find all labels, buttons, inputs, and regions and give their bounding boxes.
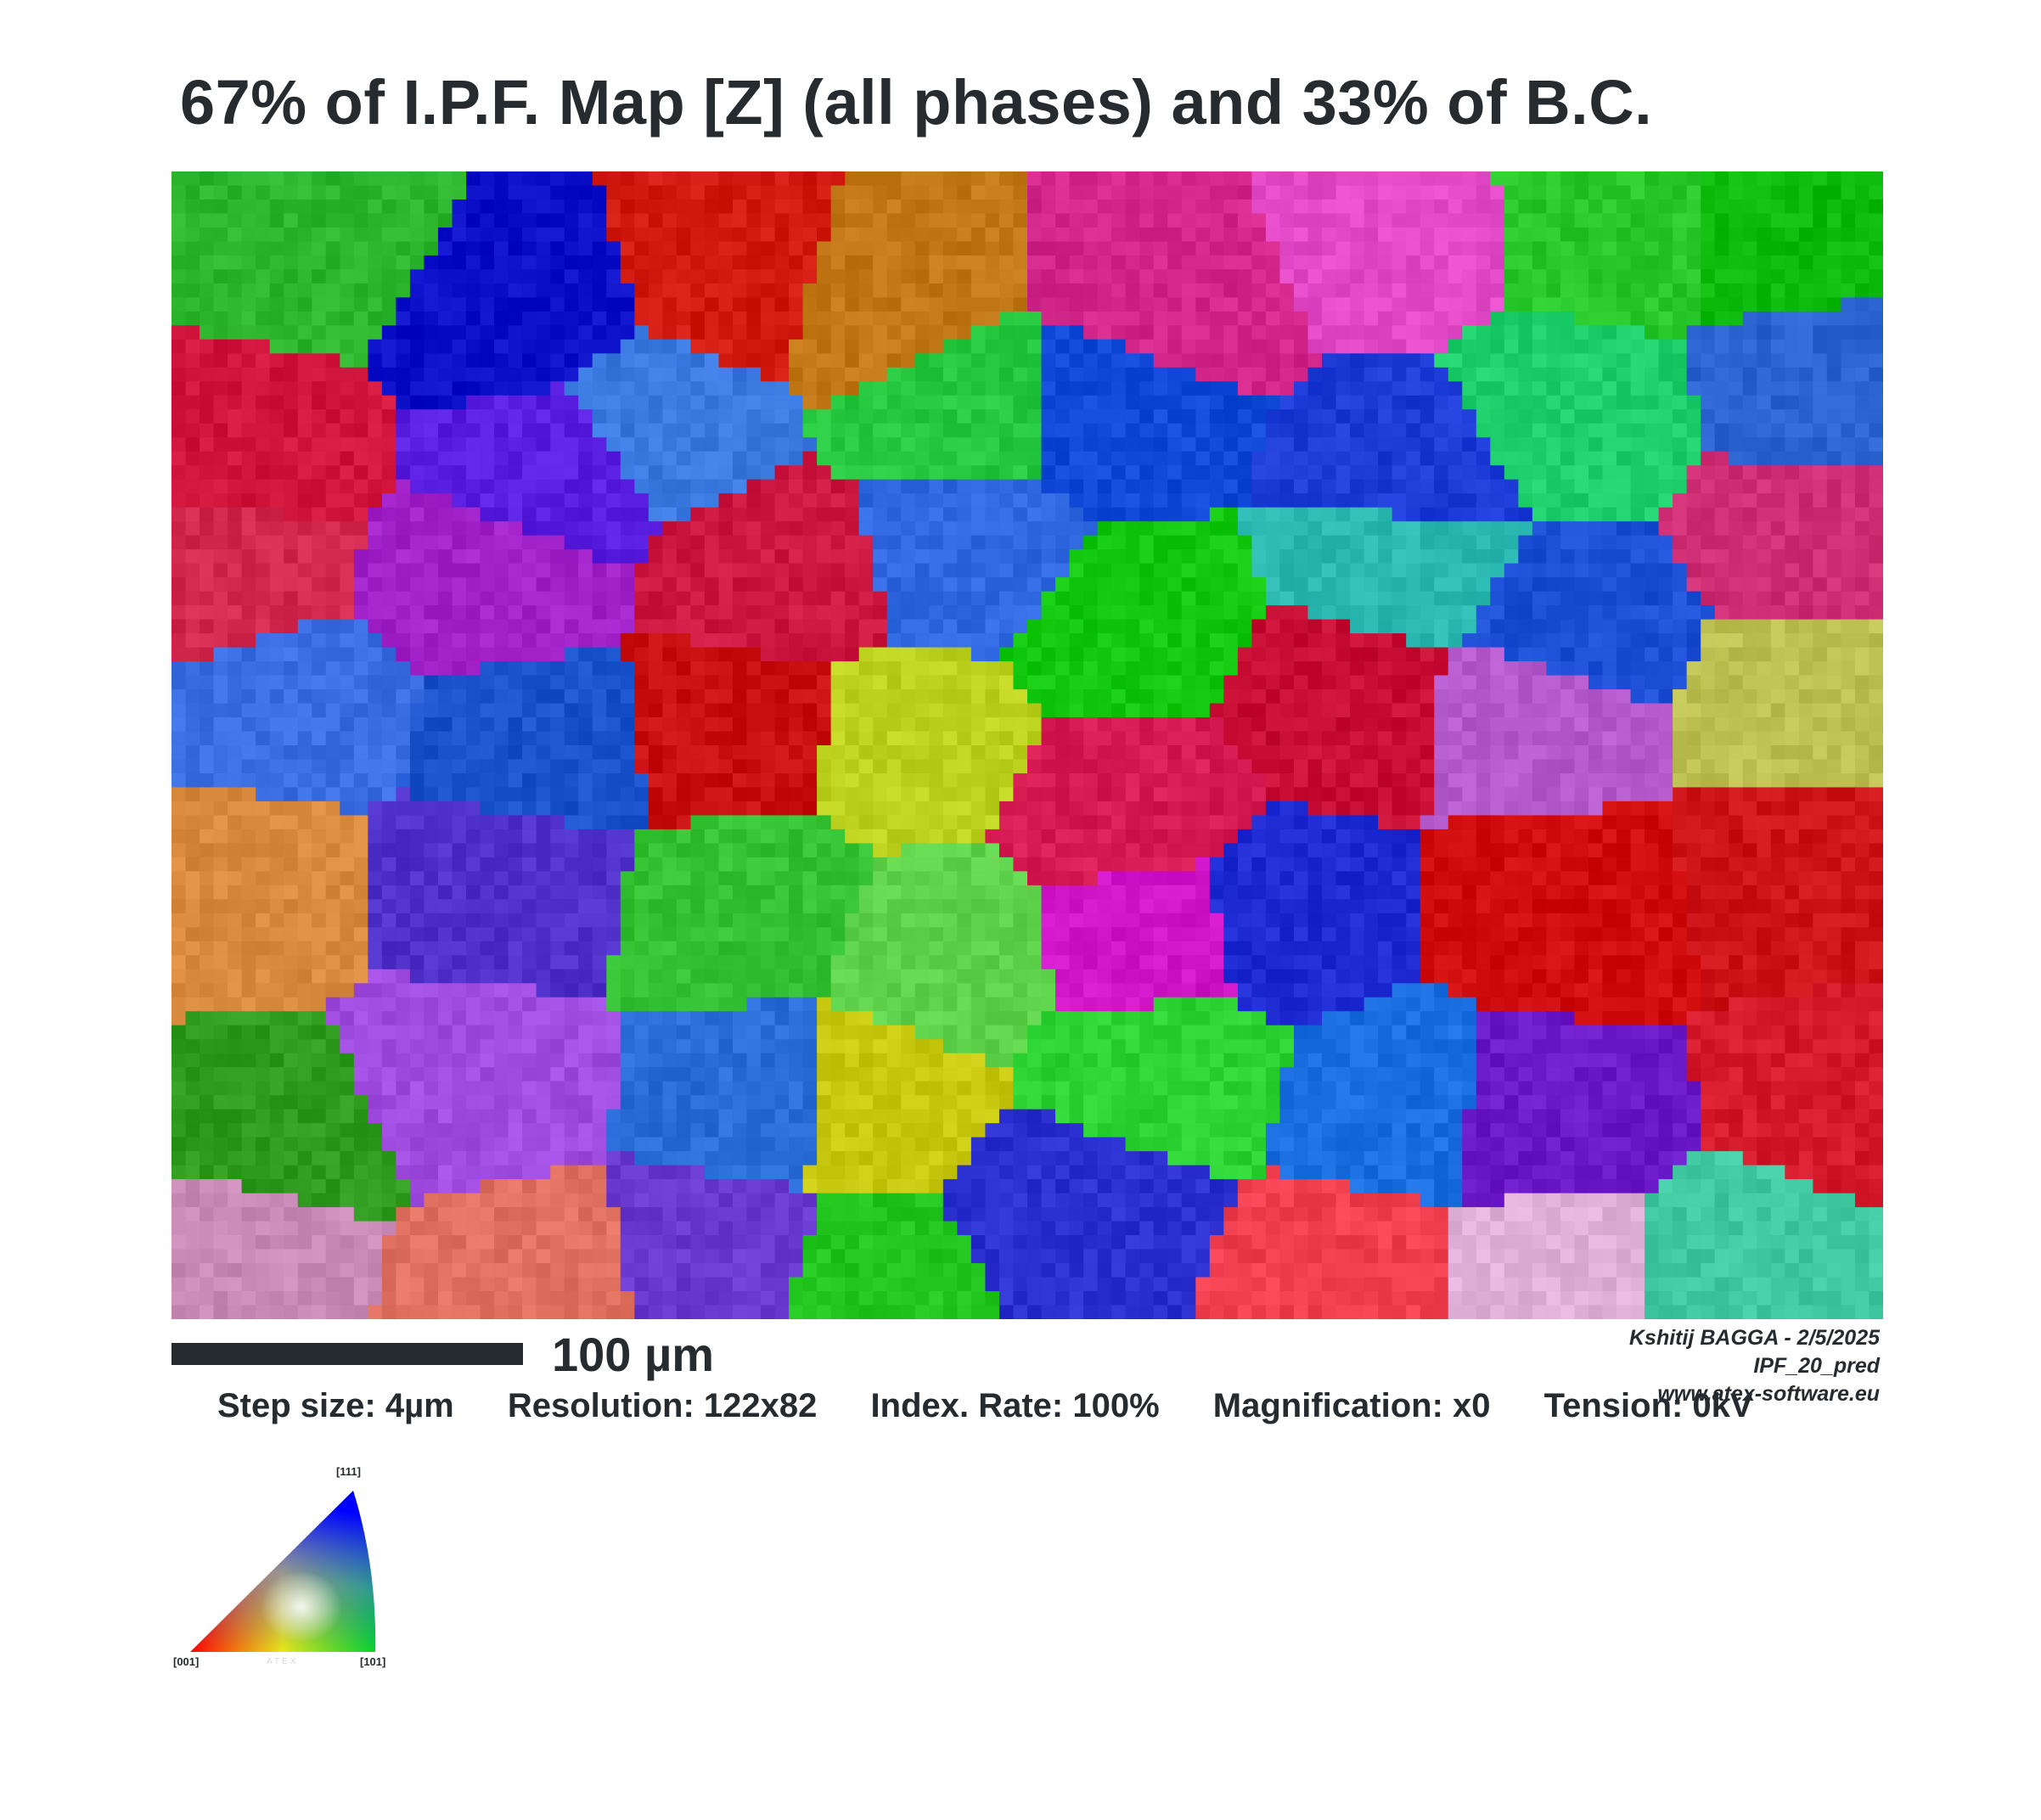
tension: Tension: 0kV bbox=[1543, 1387, 1753, 1424]
scale-bar bbox=[171, 1343, 523, 1365]
author-date: Kshitij BAGGA - 2/5/2025 bbox=[1629, 1326, 1880, 1350]
atex-logo: ATEX bbox=[267, 1657, 299, 1666]
ipf-map-image bbox=[171, 171, 1883, 1319]
acquisition-info: Step size: 4µm Resolution: 122x82 Index.… bbox=[217, 1387, 1990, 1430]
corner-label-111: [111] bbox=[336, 1465, 361, 1478]
corner-label-001: [001] bbox=[173, 1655, 200, 1668]
page-title: 67% of I.P.F. Map [Z] (all phases) and 3… bbox=[180, 67, 1653, 138]
magnification: Magnification: x0 bbox=[1212, 1387, 1491, 1424]
corner-label-101: [101] bbox=[360, 1655, 386, 1668]
ipf-map bbox=[171, 171, 1883, 1319]
ipf-triangle bbox=[190, 1491, 376, 1652]
resolution: Resolution: 122x82 bbox=[507, 1387, 818, 1424]
index-rate: Index. Rate: 100% bbox=[870, 1387, 1160, 1424]
credits-block: Kshitij BAGGA - 2/5/2025 IPF_20_pred www… bbox=[1629, 1324, 1880, 1408]
website-link[interactable]: www.atex-software.eu bbox=[1657, 1382, 1880, 1406]
step-size: Step size: 4µm bbox=[217, 1387, 454, 1424]
scale-bar-label: 100 µm bbox=[552, 1328, 715, 1381]
ipf-color-key: [111] [001] [101] ATEX bbox=[166, 1465, 404, 1669]
dataset-name: IPF_20_pred bbox=[1753, 1354, 1880, 1378]
